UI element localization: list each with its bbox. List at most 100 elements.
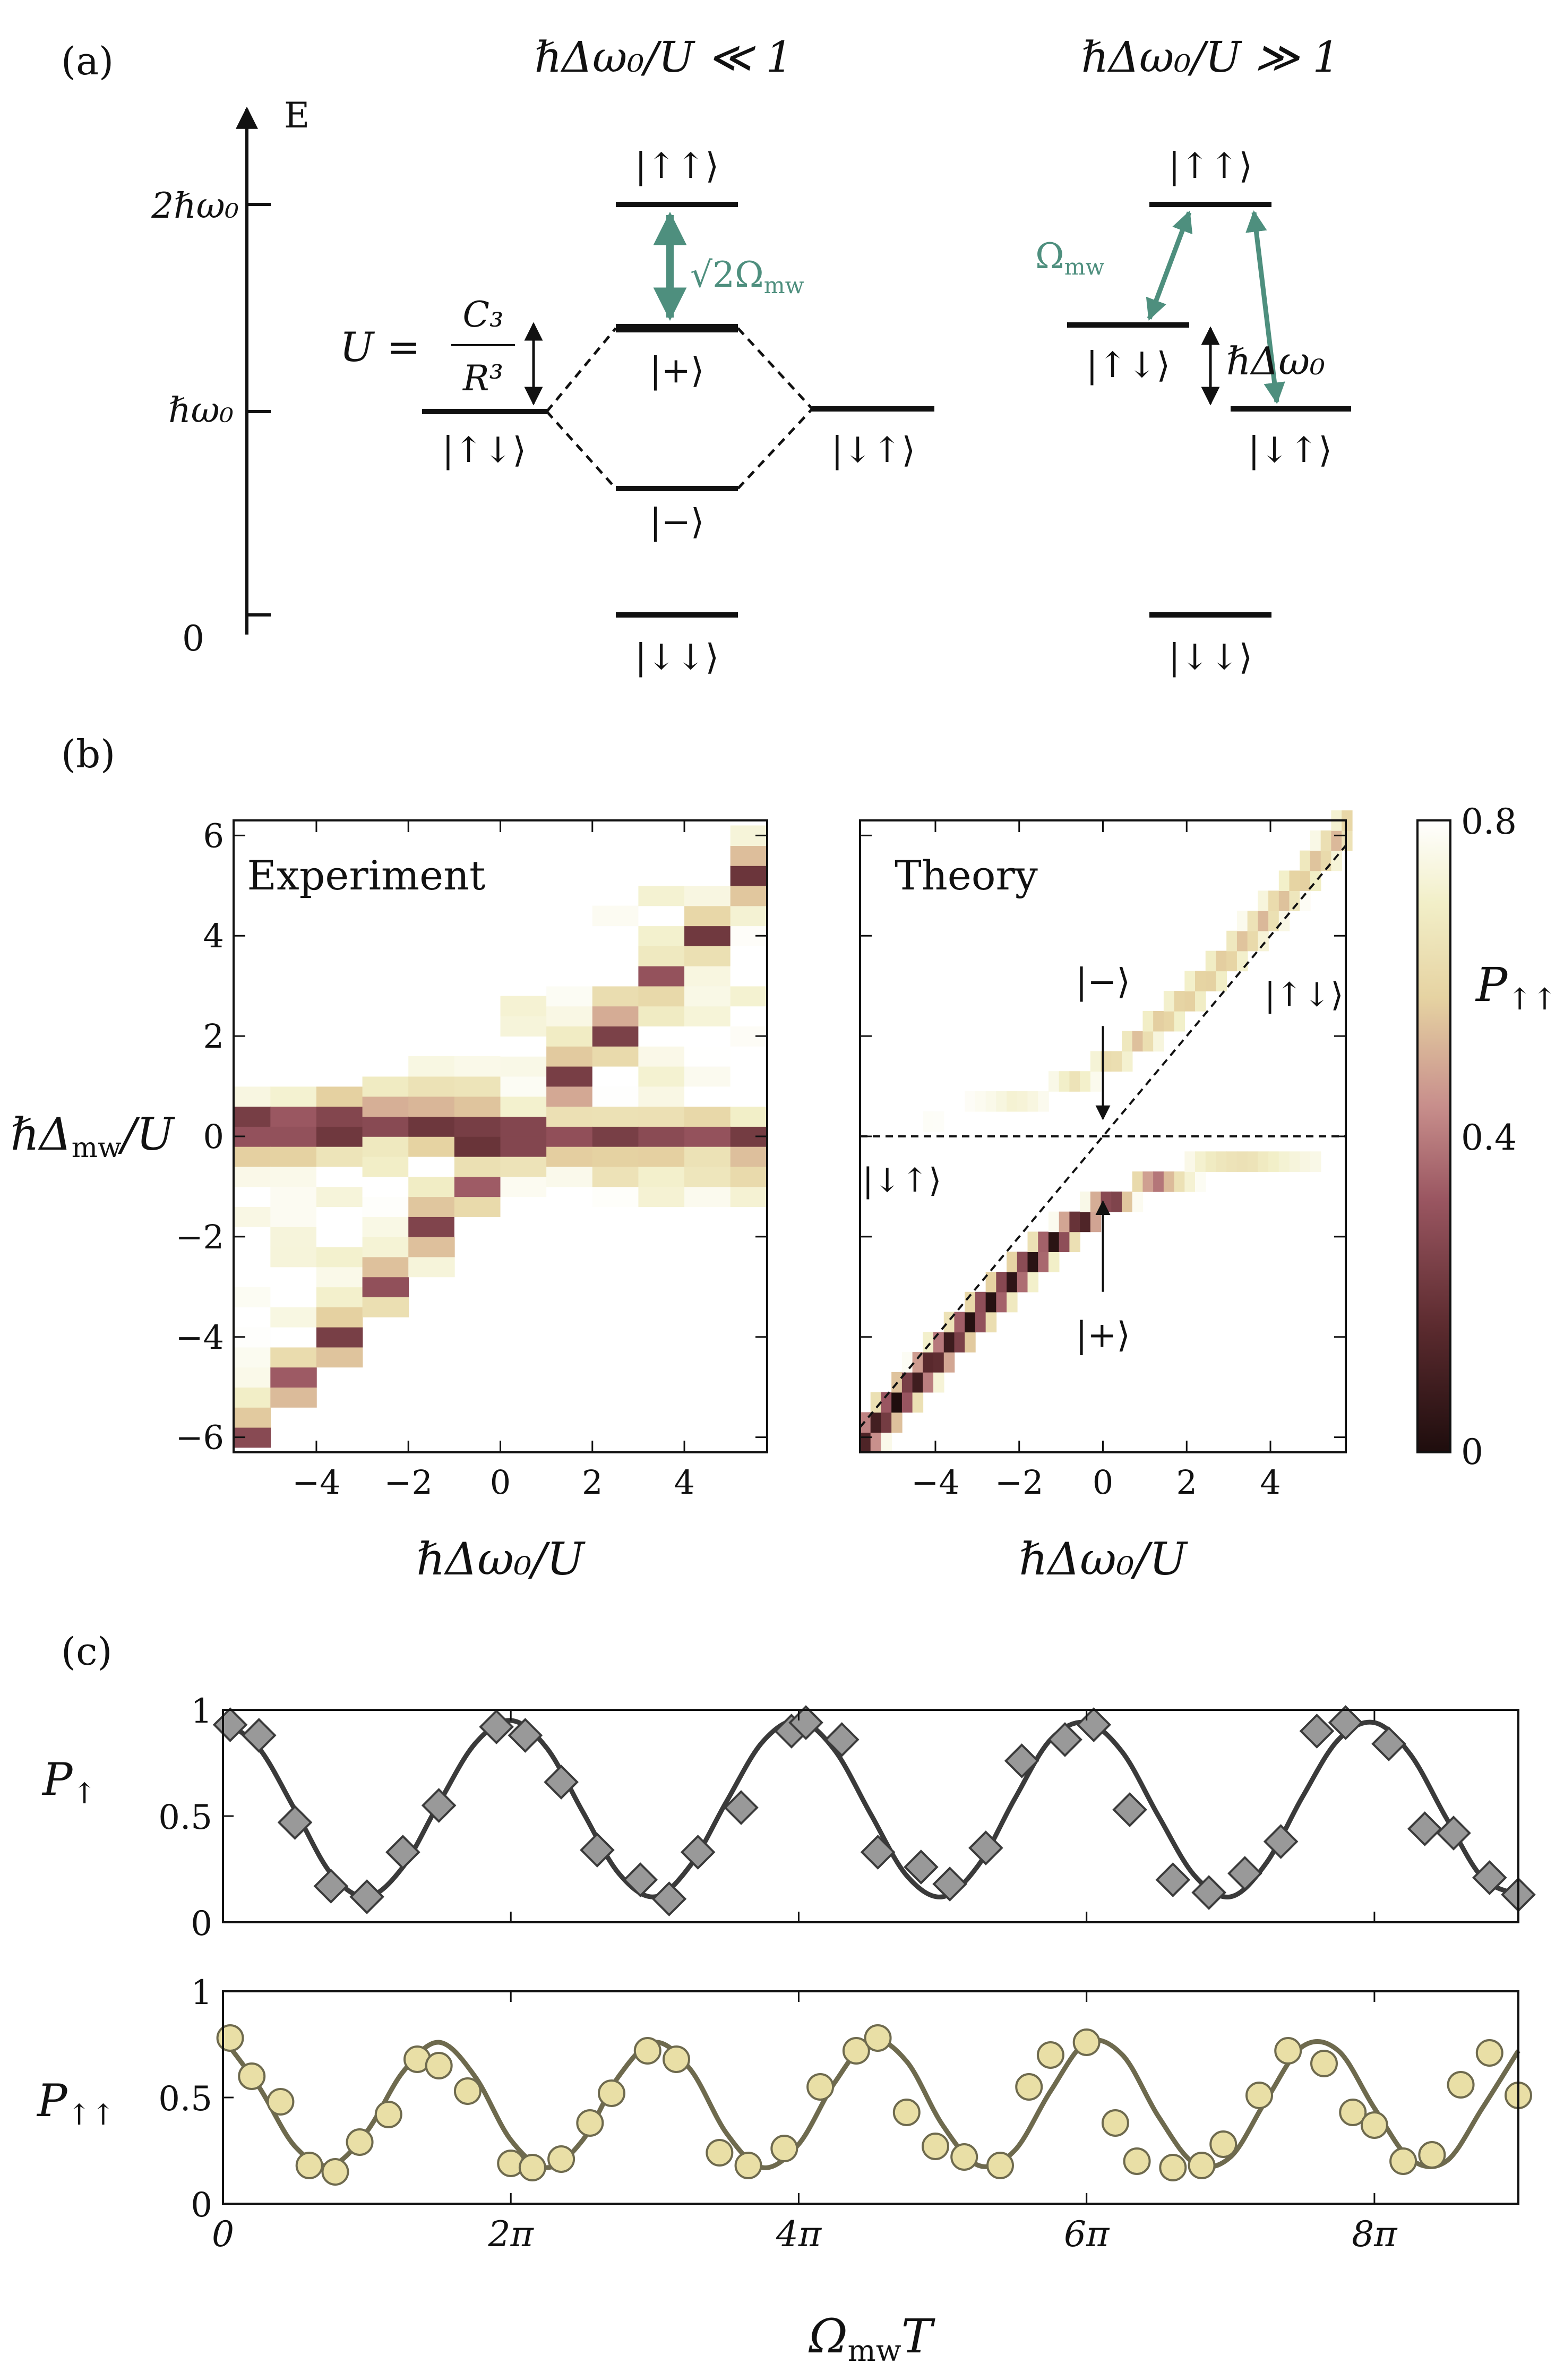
- theory-cell: [1174, 1171, 1185, 1192]
- experiment-cell: [454, 1217, 501, 1237]
- theory-cell: [1310, 830, 1321, 851]
- experiment-cell: [638, 1106, 685, 1127]
- experiment-xtick-label: −4: [292, 1463, 340, 1502]
- experiment-cell: [638, 1186, 685, 1208]
- experiment-cell: [408, 1096, 455, 1117]
- experiment-cell: [454, 1056, 501, 1077]
- p-upup-data-point: [216, 2024, 244, 2052]
- theory-cell: [1069, 1071, 1080, 1092]
- coupling-arrow-right-1: [1146, 210, 1193, 321]
- theory-cell: [1216, 951, 1227, 972]
- p-upup-data-point: [663, 2045, 690, 2073]
- theory-cell: [1142, 1011, 1154, 1032]
- experiment-cell: [546, 1026, 593, 1047]
- theory-cell: [1236, 930, 1248, 952]
- experiment-cell: [316, 1086, 363, 1107]
- experiment-cell: [362, 1236, 409, 1257]
- theory-cell: [1195, 991, 1206, 1012]
- experiment-cell: [270, 1126, 317, 1147]
- theory-cell: [1007, 1291, 1018, 1313]
- theory-cell: [1069, 1211, 1080, 1232]
- panel-b-label: (b): [61, 732, 115, 776]
- theory-cell: [901, 1352, 913, 1373]
- label-downdown-left: |↓↓⟩: [635, 637, 719, 678]
- theory-cell: [1184, 971, 1196, 991]
- experiment-cell: [730, 986, 768, 1007]
- experiment-cell: [638, 946, 685, 966]
- p-up-ytick-label: 0.5: [158, 1798, 212, 1837]
- p-upup-data-point: [1360, 2111, 1388, 2139]
- experiment-cell: [316, 1046, 363, 1067]
- experiment-cell: [500, 1196, 547, 1217]
- theory-cell: [996, 1091, 1007, 1112]
- theory-xtick-label: −2: [995, 1463, 1043, 1502]
- p-upup-ytick-label: 1: [191, 1973, 212, 2013]
- theory-cell: [933, 1332, 944, 1352]
- theory-cell: [1017, 1252, 1028, 1272]
- theory-cell: [933, 1111, 944, 1132]
- experiment-ytick-label: 0: [203, 1117, 224, 1156]
- experiment-cell: [316, 1347, 363, 1368]
- experiment-cell: [362, 1116, 409, 1137]
- theory-cell: [1331, 830, 1342, 851]
- theory-cell: [1195, 971, 1206, 991]
- detuning-label: ℏΔω₀: [1226, 339, 1325, 383]
- experiment-cell: [270, 1266, 317, 1288]
- experiment-cell: [362, 1196, 409, 1217]
- theory-cell: [1195, 1171, 1206, 1192]
- theory-cell: [1080, 1191, 1091, 1212]
- experiment-cell: [730, 1146, 768, 1167]
- p-upup-data-point: [1209, 2130, 1238, 2158]
- p-upup-ytick-label: 0.5: [158, 2079, 212, 2119]
- experiment-cell: [362, 1036, 409, 1057]
- experiment-cell: [638, 1086, 685, 1107]
- colorbar-label: P↑↑: [1475, 957, 1557, 1017]
- p-upup-data-point: [267, 2088, 295, 2116]
- experiment-cell: [638, 1026, 685, 1047]
- experiment-cell: [638, 1066, 685, 1087]
- p-upup-data-point: [1310, 2050, 1338, 2077]
- experiment-cell: [684, 845, 731, 866]
- p-upup-data-point: [1072, 2028, 1101, 2056]
- experiment-cell: [408, 1236, 455, 1257]
- theory-cell: [1038, 1091, 1049, 1112]
- theory-cell: [1007, 1272, 1018, 1292]
- p-up-data-point: [580, 1833, 615, 1868]
- experiment-cell: [362, 1096, 409, 1117]
- experiment-cell: [500, 1116, 547, 1137]
- theory-heatmap: −4 −2 0 2 4 Theory ℏΔω₀/U |−⟩ |+⟩ |↑↓⟩ |↓↑⟩: [859, 810, 1353, 1585]
- p-up-data-point: [824, 1722, 860, 1757]
- p-upup-data-point: [374, 2101, 402, 2128]
- theory-cell: [1205, 971, 1217, 991]
- theory-cell: [1258, 1151, 1269, 1172]
- experiment-cell: [546, 1166, 593, 1187]
- correlation-dashed-lines: [546, 327, 813, 490]
- theory-cell: [1184, 991, 1196, 1012]
- experiment-cell: [684, 1126, 731, 1147]
- oscillation-xtick-label: 2π: [488, 2214, 535, 2255]
- experiment-cell: [270, 1086, 317, 1107]
- experiment-cell: [316, 1227, 363, 1247]
- theory-cell: [996, 1272, 1007, 1292]
- experiment-ytick-label: 2: [203, 1017, 224, 1056]
- experiment-cell: [316, 1126, 363, 1147]
- oscillation-p-upup-plot: 0 0.5 1 0 2π 4π 6π 8π: [158, 1973, 1532, 2255]
- experiment-cell: [638, 1166, 685, 1187]
- label-downup-right: |↓↑⟩: [1248, 430, 1333, 470]
- experiment-cell: [592, 986, 639, 1007]
- panel-c-label: (c): [61, 1629, 113, 1674]
- theory-cell: [933, 1352, 944, 1373]
- label-minus: |−⟩: [649, 501, 704, 542]
- oscillation-p-up-plot: 00.51: [158, 1692, 1536, 1944]
- experiment-cell: [362, 1297, 409, 1317]
- p-up-data-point: [241, 1718, 277, 1753]
- experiment-cell: [546, 1126, 593, 1147]
- experiment-cell: [234, 1146, 271, 1167]
- p-up-data-point: [1436, 1816, 1471, 1851]
- experiment-cell: [684, 1066, 731, 1087]
- experiment-cell: [270, 1287, 317, 1307]
- experiment-cell: [270, 1206, 317, 1227]
- theory-cell: [965, 1332, 976, 1352]
- p-upup-data-point: [1447, 2071, 1475, 2099]
- experiment-cell: [684, 1026, 731, 1047]
